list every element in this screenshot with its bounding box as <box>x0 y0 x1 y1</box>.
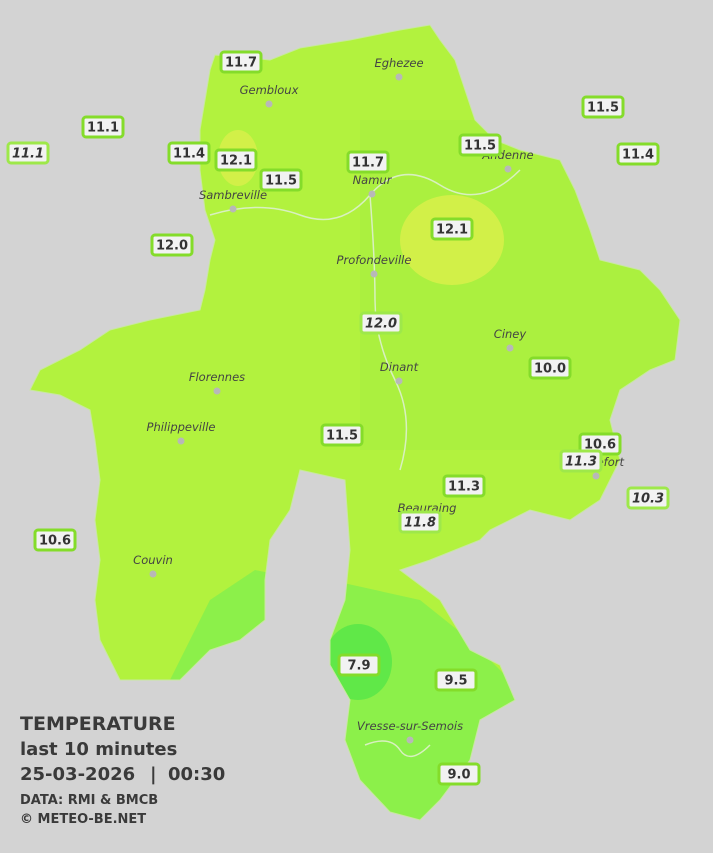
town-dot <box>506 344 514 352</box>
caption-date: 25-03-2026 <box>20 764 135 785</box>
station-value: 11.8 <box>404 516 436 531</box>
caption-subtitle: last 10 minutes <box>20 739 177 760</box>
station-value: 11.3 <box>565 455 597 470</box>
station-value: 11.1 <box>87 121 119 136</box>
caption-separator: | <box>150 764 157 785</box>
station-box <box>626 486 670 510</box>
stations: 11.7 11.1 11.1 11.4 12.1 11.5 11.7 11.5 11.5 11.4… <box>6 50 670 786</box>
town-label: Couvin <box>133 553 173 567</box>
town-dot <box>229 205 237 213</box>
station-value: 11.7 <box>225 56 257 71</box>
station-box <box>320 423 364 447</box>
town-dot <box>368 190 376 198</box>
station-value: 11.1 <box>12 147 44 162</box>
town-label: Florennes <box>189 370 245 384</box>
station-value: 12.0 <box>365 317 397 332</box>
town-dot <box>395 377 403 385</box>
station-box <box>437 762 481 786</box>
town-label: Philippeville <box>147 420 216 434</box>
town-dot <box>504 165 512 173</box>
station-box <box>430 217 474 241</box>
caption-source: DATA: RMI & BMCB <box>20 793 158 808</box>
station-box <box>337 653 381 677</box>
station-box <box>528 356 572 380</box>
station-box <box>167 141 211 165</box>
caption-time: 00:30 <box>168 764 225 785</box>
station-box <box>214 148 258 172</box>
station-value: 12.1 <box>220 154 252 169</box>
town-label: Sambreville <box>199 188 267 202</box>
station-box <box>359 311 403 335</box>
station-box <box>616 142 660 166</box>
town-dot <box>592 472 600 480</box>
station-value: 11.5 <box>464 139 496 154</box>
station-box <box>81 115 125 139</box>
caption: TEMPERATURE last 10 minutes 25-03-2026 |… <box>20 713 225 827</box>
station-value: 11.5 <box>587 101 619 116</box>
town-label: Dinant <box>380 360 419 374</box>
station-value: 10.0 <box>534 362 566 377</box>
station-box <box>219 50 263 74</box>
town-dot <box>395 73 403 81</box>
station-value: 12.0 <box>156 239 188 254</box>
caption-title: TEMPERATURE <box>20 713 176 735</box>
station-value: 11.7 <box>352 156 384 171</box>
town-dot <box>177 437 185 445</box>
caption-copyright: © METEO-BE.NET <box>20 812 146 827</box>
town-label: Namur <box>353 173 393 187</box>
station-box <box>434 668 478 692</box>
town-label: Gembloux <box>240 83 299 97</box>
station-value: 11.5 <box>326 429 358 444</box>
station-value: 10.6 <box>584 438 616 453</box>
station-box <box>458 133 502 157</box>
station-value: 11.5 <box>265 174 297 189</box>
station-value: 11.3 <box>448 480 480 495</box>
station-box <box>559 449 603 473</box>
station-box <box>150 233 194 257</box>
town-dot <box>265 100 273 108</box>
station-value: 7.9 <box>347 659 370 674</box>
station-box <box>581 95 625 119</box>
town-label: Eghezee <box>374 56 423 70</box>
station-box <box>33 528 77 552</box>
towns: EghezeeGemblouxAndenneNamurSambrevillePr… <box>133 56 625 744</box>
station-box <box>398 510 442 534</box>
station-value: 11.4 <box>173 147 205 162</box>
station-value: 9.5 <box>444 674 467 689</box>
town-label: Ciney <box>494 327 527 341</box>
station-value: 12.1 <box>436 223 468 238</box>
town-dot <box>149 570 157 578</box>
station-value: 10.6 <box>39 534 71 549</box>
town-dot <box>370 270 378 278</box>
station-box <box>346 150 390 174</box>
town-label: Vresse-sur-Semois <box>357 719 463 733</box>
station-box <box>259 168 303 192</box>
town-dot <box>406 736 414 744</box>
station-box <box>442 474 486 498</box>
station-value: 9.0 <box>447 768 470 783</box>
station-box <box>6 141 50 165</box>
station-value: 11.4 <box>622 148 654 163</box>
town-label: Profondeville <box>337 253 412 267</box>
station-value: 10.3 <box>632 492 664 507</box>
town-dot <box>213 387 221 395</box>
